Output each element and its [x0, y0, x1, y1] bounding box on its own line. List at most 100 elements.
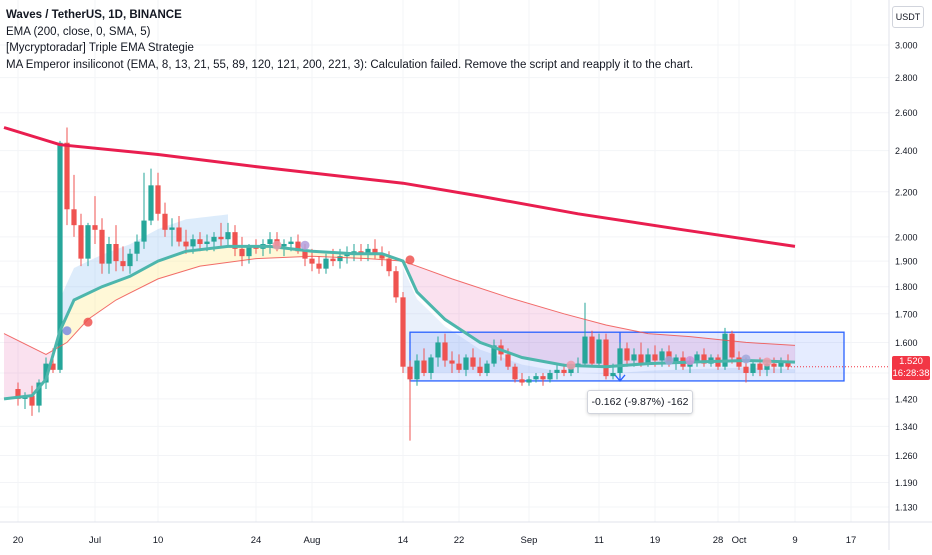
candle-body: [330, 258, 336, 262]
measure-label[interactable]: -0.162 (-9.87%) -162: [587, 390, 693, 414]
candle-body: [785, 360, 791, 367]
candle-body: [477, 366, 483, 373]
candle-body: [554, 369, 560, 373]
y-tick-label: 2.600: [895, 108, 918, 118]
x-tick-label: Sep: [521, 535, 538, 546]
indicator-triple-ema-label[interactable]: [Mycryptoradar] Triple EMA Strategie: [6, 42, 194, 54]
candle-body: [197, 239, 203, 245]
candle-body: [519, 379, 525, 383]
candle-body: [533, 376, 539, 380]
candle-body: [624, 348, 630, 361]
candle-body: [113, 244, 119, 262]
cross-markers: [62, 240, 772, 370]
candle-body: [78, 225, 84, 259]
bar-countdown: 16:28:38: [892, 367, 930, 379]
x-tick-label: Jul: [89, 535, 101, 546]
measure-arrow-head: [614, 374, 626, 382]
candle-body: [442, 342, 448, 361]
candle-body: [449, 360, 455, 364]
x-tick-label: 11: [594, 535, 604, 546]
candle-body: [652, 354, 658, 361]
candle-body: [540, 376, 546, 380]
cross-marker: [300, 240, 310, 250]
candle-body: [617, 348, 623, 373]
ema200-line: [3, 126, 796, 248]
candle-body: [190, 239, 196, 247]
candle-body: [218, 236, 224, 240]
candle-body: [673, 357, 679, 364]
cross-marker: [762, 357, 772, 367]
candle-body: [57, 142, 63, 370]
ema-fast-line: [3, 244, 796, 401]
candle-body: [589, 336, 595, 364]
candle-body: [743, 366, 749, 373]
candle-body: [43, 363, 49, 383]
candle-body: [547, 372, 553, 380]
candle-body: [99, 229, 105, 264]
candle-body: [15, 389, 21, 399]
indicator-ema200-label[interactable]: EMA (200, close, 0, SMA, 5): [6, 25, 151, 38]
candle-body: [120, 261, 126, 267]
y-tick-label: 2.200: [895, 187, 918, 197]
candle-body: [344, 253, 350, 257]
candle-body: [610, 372, 616, 377]
y-tick-label: 1.340: [895, 422, 918, 432]
x-tick-label: 24: [251, 535, 262, 546]
cross-marker: [272, 240, 282, 250]
candle-body: [176, 227, 182, 242]
y-tick-label: 1.260: [895, 451, 918, 461]
cross-marker: [664, 356, 674, 366]
cross-marker: [741, 354, 751, 364]
candle-body: [155, 185, 161, 214]
y-tick-label: 1.190: [895, 478, 918, 488]
candle-body: [638, 354, 644, 364]
moving-average-lines: [3, 126, 889, 401]
candle-body: [596, 339, 602, 364]
ribbon-area: [56, 246, 407, 349]
candle-body: [302, 251, 308, 259]
currency-unit-button[interactable]: USDT: [892, 6, 924, 28]
candle-body: [29, 395, 35, 406]
candle-body: [309, 258, 315, 264]
x-tick-label: 19: [650, 535, 661, 546]
candle-body: [456, 363, 462, 370]
candle-body: [204, 241, 210, 245]
candle-body: [365, 248, 371, 254]
candle-body: [169, 227, 175, 230]
candle-body: [183, 241, 189, 247]
x-tick-label: 14: [398, 535, 409, 546]
candle-body: [36, 382, 42, 406]
candle-body: [701, 354, 707, 364]
ribbon-area-lower: [403, 268, 795, 374]
candle-body: [694, 354, 700, 361]
candle-body: [484, 363, 490, 373]
indicator-ma-emperor-label[interactable]: MA Emperor insiliconot (EMA, 8, 13, 21, …: [6, 58, 694, 71]
candle-body: [722, 333, 728, 367]
candle-body: [512, 366, 518, 380]
candle-body: [281, 244, 287, 247]
candle-body: [659, 351, 665, 361]
ribbon-area: [4, 333, 57, 399]
x-tick-label: 10: [153, 535, 164, 546]
candle-body: [106, 244, 112, 264]
y-tick-label: 1.130: [895, 503, 918, 513]
candle-body: [435, 342, 441, 358]
cross-marker: [685, 356, 695, 366]
ema-slow-line: [3, 255, 796, 355]
y-tick-label: 2.400: [895, 146, 918, 156]
symbol-title[interactable]: Waves / TetherUS, 1D, BINANCE: [6, 9, 182, 21]
candle-body: [421, 360, 427, 373]
candle-body: [491, 345, 497, 364]
candle-body: [470, 357, 476, 367]
candle-body: [50, 363, 56, 370]
candle-body: [323, 258, 329, 269]
candle-body: [239, 248, 245, 257]
candle-body: [603, 339, 609, 377]
y-tick-label: 1.900: [895, 257, 918, 267]
candle-body: [582, 336, 588, 364]
x-tick-label: 17: [846, 535, 857, 546]
candle-body: [526, 379, 532, 383]
